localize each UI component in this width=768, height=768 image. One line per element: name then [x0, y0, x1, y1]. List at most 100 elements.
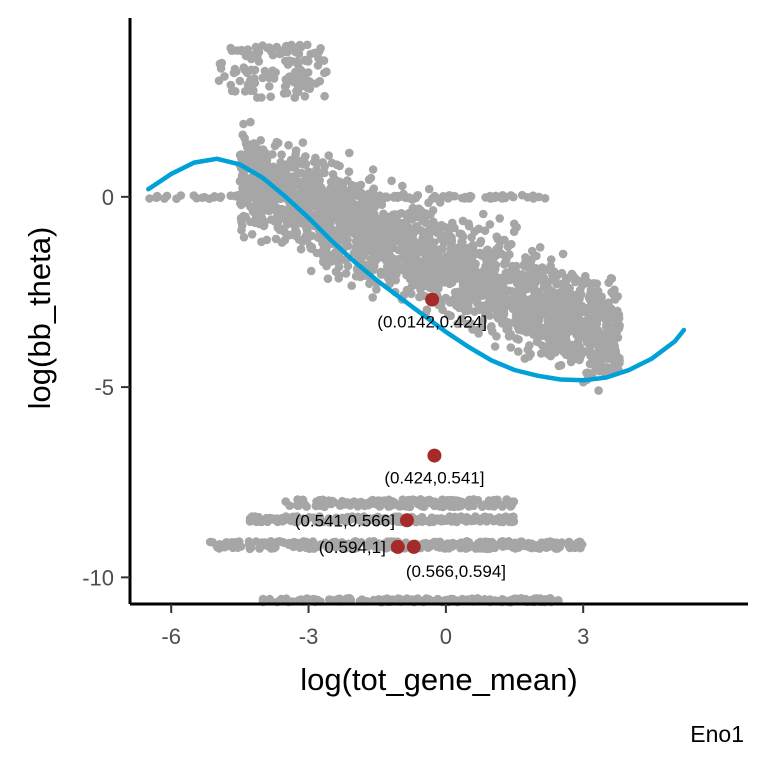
data-point: [501, 292, 510, 302]
data-point: [476, 272, 486, 282]
data-point: [536, 349, 546, 358]
data-point: [242, 68, 252, 78]
data-point: [351, 205, 361, 214]
data-point: [162, 191, 172, 201]
data-point: [477, 322, 487, 332]
data-point: [300, 200, 310, 209]
data-point: [245, 517, 255, 526]
data-point: [499, 283, 508, 293]
data-point: [381, 192, 391, 201]
data-point: [492, 246, 502, 255]
data-point: [430, 191, 440, 201]
data-point: [537, 341, 547, 350]
data-point: [217, 58, 227, 68]
data-point: [220, 72, 229, 81]
data-point: [438, 192, 448, 201]
data-point: [176, 191, 186, 200]
data-point: [567, 355, 576, 364]
data-point: [507, 239, 516, 249]
data-point: [369, 238, 378, 248]
data-point: [463, 500, 473, 510]
data-point: [556, 298, 565, 308]
data-point: [239, 119, 248, 129]
data-point: [418, 259, 428, 269]
data-point: [541, 325, 550, 335]
data-point: [485, 220, 495, 229]
data-point: [440, 268, 449, 277]
data-point: [472, 544, 481, 553]
data-point: [422, 594, 431, 603]
data-point: [486, 194, 496, 203]
data-point: [474, 329, 483, 338]
data-point: [376, 267, 385, 277]
data-point: [471, 266, 481, 276]
data-point: [368, 165, 378, 174]
data-point: [318, 495, 328, 505]
data-point: [208, 538, 217, 547]
highlighted-point: [399, 513, 414, 528]
data-point: [273, 515, 283, 525]
data-point: [268, 50, 278, 60]
data-point: [375, 502, 385, 511]
data-point: [370, 213, 379, 223]
data-point: [237, 45, 246, 55]
data-point: [532, 312, 542, 321]
data-point: [349, 219, 359, 229]
data-point: [243, 45, 253, 54]
data-point: [571, 341, 580, 351]
data-point: [263, 43, 272, 53]
data-point: [506, 343, 516, 352]
data-point: [369, 184, 379, 193]
data-point: [293, 60, 303, 69]
data-point: [461, 306, 470, 316]
data-point: [297, 219, 307, 228]
data-point: [521, 253, 530, 262]
data-point: [502, 255, 511, 264]
data-point: [485, 311, 495, 320]
data-point: [514, 347, 523, 356]
data-point: [382, 271, 392, 281]
data-point: [464, 221, 474, 231]
data-point: [470, 307, 479, 316]
data-point: [509, 512, 518, 521]
data-point: [330, 541, 339, 551]
data-point: [476, 514, 486, 523]
data-point: [547, 329, 556, 339]
data-point: [302, 68, 311, 78]
data-point: [243, 80, 253, 89]
data-point: [419, 540, 429, 549]
data-point: [307, 231, 317, 240]
data-point: [561, 332, 571, 342]
data-point: [475, 238, 485, 248]
data-point: [490, 342, 500, 351]
data-point: [246, 117, 255, 127]
fit-curve: [146, 156, 687, 383]
data-point: [444, 228, 454, 238]
data-point: [443, 310, 453, 320]
data-point: [412, 222, 422, 231]
data-point: [283, 60, 293, 69]
data-point: [301, 56, 310, 66]
data-point: [524, 300, 534, 309]
data-point: [418, 233, 428, 243]
highlight-label: (0.594,1]: [319, 538, 386, 557]
data-point: [372, 285, 381, 294]
data-point: [300, 92, 310, 101]
data-point: [517, 190, 527, 200]
data-point: [421, 218, 431, 228]
data-point: [422, 305, 432, 315]
data-point: [524, 352, 534, 361]
data-point: [615, 358, 624, 368]
data-point: [294, 74, 303, 84]
data-point: [253, 515, 263, 524]
data-point: [298, 138, 308, 147]
data-point: [237, 221, 247, 230]
data-point: [509, 219, 519, 229]
data-point: [298, 497, 308, 506]
highlighted-point: [390, 539, 405, 554]
highlighted-point: [406, 539, 421, 554]
data-point: [374, 220, 383, 229]
data-point: [336, 501, 345, 510]
data-point: [305, 241, 315, 251]
data-point: [397, 209, 406, 218]
